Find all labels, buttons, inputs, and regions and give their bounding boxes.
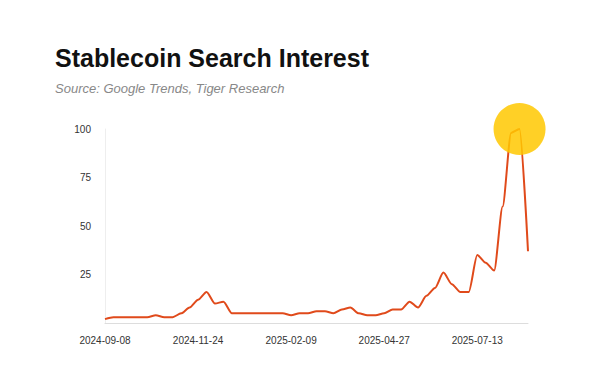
svg-text:25: 25 xyxy=(80,269,92,280)
svg-text:75: 75 xyxy=(80,172,92,183)
svg-text:100: 100 xyxy=(74,124,91,135)
svg-text:2024-11-24: 2024-11-24 xyxy=(173,335,224,346)
svg-text:2025-07-13: 2025-07-13 xyxy=(452,335,504,346)
svg-text:50: 50 xyxy=(80,221,92,232)
svg-text:2024-09-08: 2024-09-08 xyxy=(79,335,131,346)
svg-text:2025-04-27: 2025-04-27 xyxy=(359,335,411,346)
svg-text:Source: Google Trends, Tiger R: Source: Google Trends, Tiger Research xyxy=(55,81,284,96)
svg-text:Stablecoin Search Interest: Stablecoin Search Interest xyxy=(55,44,370,72)
svg-text:2025-02-09: 2025-02-09 xyxy=(266,335,318,346)
